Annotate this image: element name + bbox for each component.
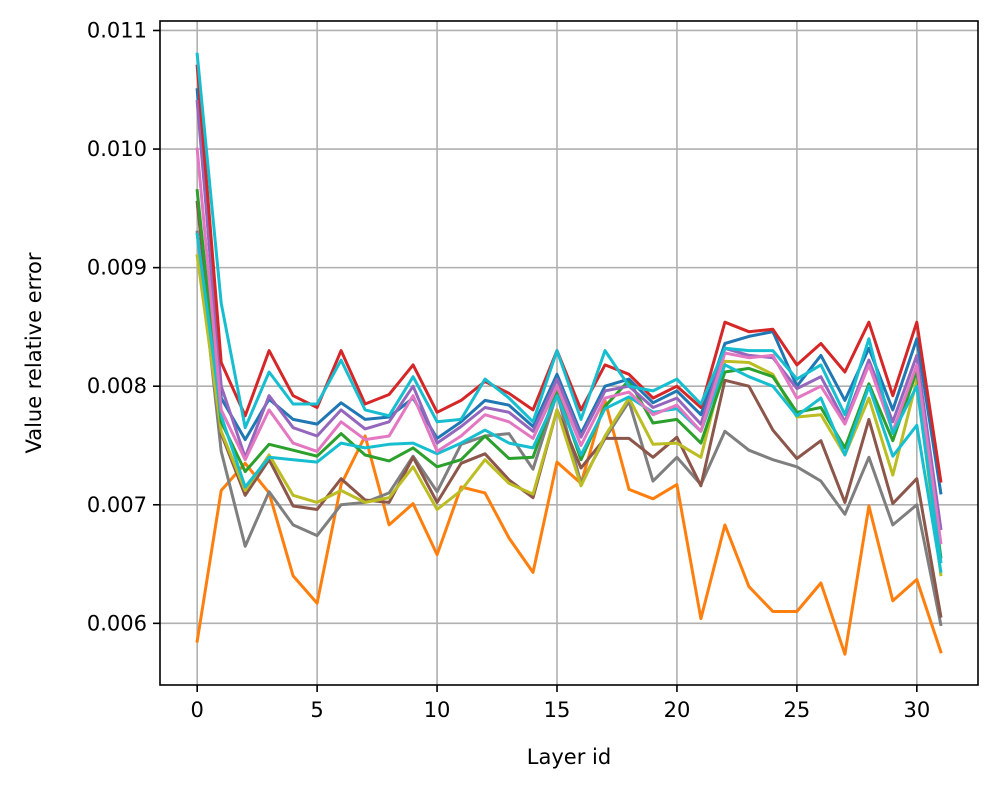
x-tick-label: 15 — [544, 698, 571, 722]
x-tick-label: 5 — [310, 698, 323, 722]
x-tick-label: 25 — [784, 698, 811, 722]
x-tick-label: 0 — [190, 698, 203, 722]
series-line-9 — [195, 147, 943, 545]
x-tick-label: 10 — [424, 698, 451, 722]
series-line-3 — [195, 200, 943, 618]
axis-ticks: 0 5 10 15 20 25 30 0.006 0.007 0.008 0.009 0.010 0.0… — [87, 18, 930, 722]
series-line-11 — [195, 52, 943, 564]
x-tick-label: 30 — [903, 698, 930, 722]
x-axis-label: Layer id — [527, 745, 611, 769]
y-tick-label: 0.010 — [87, 137, 147, 161]
y-tick-label: 0.009 — [87, 256, 147, 280]
plot-frame — [159, 20, 979, 686]
series-line-7 — [195, 88, 943, 495]
y-tick-label: 0.011 — [87, 18, 147, 42]
y-tick-label: 0.007 — [87, 493, 147, 517]
y-tick-label: 0.008 — [87, 374, 147, 398]
series-lines — [195, 52, 943, 656]
y-tick-label: 0.006 — [87, 611, 147, 635]
series-line-4 — [195, 254, 943, 577]
y-axis-label: Value relative error — [22, 252, 46, 453]
series-line-8 — [195, 99, 943, 531]
series-line-1 — [195, 398, 943, 656]
x-tick-label: 20 — [664, 698, 691, 722]
series-line-6 — [195, 232, 943, 573]
